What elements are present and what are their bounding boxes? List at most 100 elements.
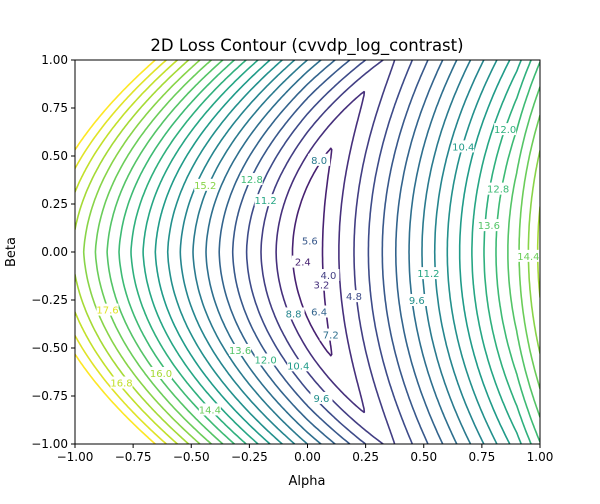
contour-label: 13.6: [478, 221, 500, 232]
contour-label-bg: [240, 173, 263, 186]
contour-label-bg: [477, 219, 500, 232]
contour-label-bg: [287, 359, 310, 372]
contour-label-bg: [494, 123, 517, 136]
contour-label-bg: [198, 403, 221, 416]
contour-label: 12.8: [487, 185, 509, 196]
y-tick-label: 0.00: [41, 245, 68, 259]
contour-label-bg: [310, 278, 333, 291]
contour-label-bg: [317, 269, 340, 282]
contour-line: [166, 60, 498, 444]
contour-label-bg: [194, 178, 217, 191]
contour-label: 14.4: [199, 405, 221, 416]
contour-label-bg: [343, 290, 365, 303]
contour-line: [142, 60, 522, 444]
y-tick-label: −0.25: [31, 293, 68, 307]
y-axis-label: Beta: [4, 237, 19, 267]
contour-line: [245, 60, 414, 444]
contour-line: [75, 60, 540, 444]
contour-label-bg: [417, 267, 440, 280]
contour-line: [179, 60, 485, 444]
x-axis: −1.00 −0.75 −0.50 −0.25 0.00 0.25 0.50 0.75 1.00: [57, 444, 554, 464]
chart-title: 2D Loss Contour (cvvdp_log_contrast): [150, 36, 463, 56]
contour-label-bg: [310, 391, 333, 404]
contour-label-bg: [110, 376, 133, 389]
contour-line: [260, 60, 396, 444]
contour-label-bg: [150, 366, 173, 379]
contour-label: 10.4: [287, 361, 309, 372]
contour-label: 9.6: [409, 296, 425, 307]
contour-label-bg: [291, 255, 314, 268]
x-tick-label: 0.75: [469, 450, 496, 464]
contour-line: [82, 60, 540, 444]
x-tick-label: −1.00: [57, 450, 94, 464]
contour-label: 16.0: [150, 369, 172, 380]
contour-label: 4.0: [320, 271, 336, 282]
contour-label: 8.8: [286, 309, 302, 320]
contour-label: 12.8: [241, 175, 263, 186]
contour-label-bg: [96, 303, 119, 316]
contour-line: [75, 60, 157, 444]
contour-label-bg: [319, 328, 342, 341]
contour-label: 8.0: [311, 156, 327, 167]
contour-label-bg: [517, 249, 540, 262]
x-tick-label: 0.50: [410, 450, 437, 464]
y-tick-label: 1.00: [41, 53, 68, 67]
contour-label-bg: [229, 343, 252, 356]
contour-label: 4.8: [346, 292, 362, 303]
y-tick-label: 0.75: [41, 101, 68, 115]
y-tick-label: −0.50: [31, 341, 68, 355]
contour-label: 10.4: [452, 142, 474, 153]
y-tick-label: 0.50: [41, 149, 68, 163]
x-tick-label: −0.25: [231, 450, 268, 464]
contour-label: 17.6: [96, 306, 118, 317]
contour-line: [291, 147, 333, 357]
x-tick-label: 0.00: [294, 450, 321, 464]
contour-label: 2.4: [295, 258, 311, 269]
contour-label: 6.4: [311, 308, 327, 319]
contour-line: [75, 60, 168, 444]
contour-line: [275, 90, 366, 414]
x-tick-label: −0.50: [173, 450, 210, 464]
contour-label: 12.0: [255, 356, 277, 367]
contour-line: [94, 60, 540, 444]
contour-label-bg: [487, 182, 510, 195]
y-tick-label: 0.25: [41, 197, 68, 211]
contour-label-bg: [298, 234, 321, 247]
contour-label: 5.6: [302, 236, 318, 247]
contour-label-bg: [308, 305, 331, 318]
contour-lines: [75, 60, 540, 444]
contour-line: [154, 60, 511, 444]
contour-line: [192, 60, 472, 444]
y-axis: −1.00 −0.75 −0.50 −0.25 0.00 0.25 0.50 0.75 1.00: [31, 53, 75, 451]
contour-label: 15.2: [194, 181, 216, 192]
contour-line: [218, 60, 444, 444]
contour-label-bg: [254, 194, 277, 207]
contour-label: 14.4: [517, 252, 539, 263]
y-tick-label: −1.00: [31, 437, 68, 451]
contour-label-bg: [405, 294, 428, 306]
contour-label-bg: [308, 153, 331, 166]
contour-labels: 15.2 12.8 11.2 8.0 5.6 3.24.0 4.8 2.4 6.4 7.2 8.8 9…: [96, 123, 540, 416]
contour-label-bg: [254, 353, 277, 366]
contour-label-bg: [452, 140, 475, 153]
contour-label: 12.0: [494, 125, 516, 136]
contour-label: 11.2: [417, 269, 439, 280]
contour-line: [75, 60, 179, 444]
contour-label-bg: [282, 307, 305, 320]
contour-label: 11.2: [255, 196, 277, 207]
contour-line: [205, 60, 458, 444]
contour-label: 7.2: [323, 331, 339, 342]
contour-label: 16.8: [110, 379, 132, 390]
contour-line: [106, 60, 540, 444]
x-tick-label: 0.25: [352, 450, 379, 464]
contour-label: 9.6: [313, 394, 329, 405]
x-tick-label: 1.00: [527, 450, 554, 464]
x-axis-label: Alpha: [289, 474, 326, 489]
x-tick-label: −0.75: [115, 450, 152, 464]
contour-label: 3.2: [313, 281, 329, 292]
y-tick-label: −0.75: [31, 389, 68, 403]
contour-label: 13.6: [229, 346, 251, 357]
